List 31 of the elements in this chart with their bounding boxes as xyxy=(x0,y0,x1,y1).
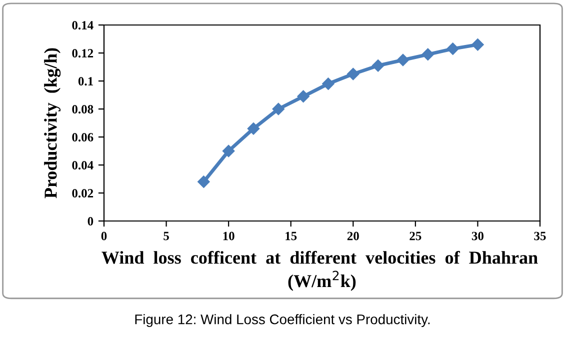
point xyxy=(372,60,384,72)
x-tick-label: 5 xyxy=(164,232,169,240)
point xyxy=(222,144,235,158)
y-tick-label: 0.14 xyxy=(72,21,94,30)
y-tick-label: 0.1 xyxy=(78,77,93,86)
point xyxy=(396,54,410,66)
x-tick-label: 25 xyxy=(410,232,422,240)
point xyxy=(272,102,284,116)
point xyxy=(472,38,484,51)
x-tick-label: 15 xyxy=(286,232,297,240)
caption: Figure 12: Wind Loss Coefficient vs Productivity. xyxy=(135,314,430,328)
point xyxy=(297,90,310,102)
x-tick-label: 10 xyxy=(223,232,234,240)
y-tick-label: 0.12 xyxy=(72,49,94,58)
point xyxy=(347,68,360,80)
point xyxy=(446,42,459,55)
point xyxy=(422,48,434,60)
y-tick-label: 0.06 xyxy=(72,133,94,142)
x-tick-label: 20 xyxy=(347,232,359,240)
x-tick-label: 30 xyxy=(472,232,484,240)
y-tick-label: 0 xyxy=(88,217,94,226)
x-tick-label: 35 xyxy=(534,232,546,240)
y-axis-title: Productivity (kg/h) xyxy=(44,48,61,198)
x-axis-title: Wind loss cofficent at different velocities of Dhahran (W/m$^{2}$k) xyxy=(102,250,538,291)
y-tick-label: 0.08 xyxy=(72,105,94,114)
point xyxy=(322,78,334,90)
y-tick-label: 0.02 xyxy=(72,189,94,198)
y-tick-label: 0.04 xyxy=(72,161,94,170)
x-tick-label: 0 xyxy=(101,232,107,240)
point xyxy=(198,176,210,188)
point xyxy=(247,122,260,135)
